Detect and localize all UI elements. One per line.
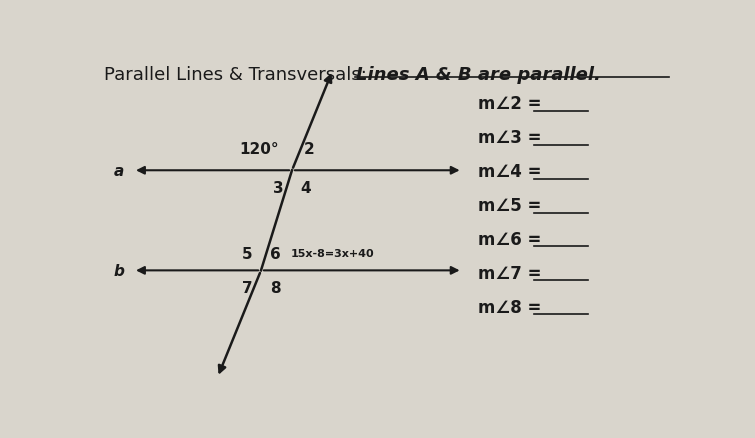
Text: 120°: 120°: [239, 142, 279, 157]
Text: m∠7 =: m∠7 =: [478, 264, 547, 282]
Text: 6: 6: [270, 246, 280, 261]
Text: 5: 5: [242, 246, 252, 261]
Text: m∠8 =: m∠8 =: [478, 298, 547, 316]
Text: a: a: [114, 163, 125, 178]
Text: Parallel Lines & Transversals:: Parallel Lines & Transversals:: [103, 66, 372, 84]
Text: 3: 3: [273, 180, 283, 195]
Text: m∠3 =: m∠3 =: [478, 129, 547, 147]
Text: 8: 8: [270, 280, 280, 295]
Text: 15x-8=3x+40: 15x-8=3x+40: [291, 249, 374, 259]
Text: Lines A & B are parallel.: Lines A & B are parallel.: [356, 66, 601, 84]
Text: 7: 7: [242, 280, 252, 295]
Text: b: b: [114, 263, 125, 278]
Text: 2: 2: [304, 142, 314, 157]
Text: m∠4 =: m∠4 =: [478, 162, 547, 180]
Text: m∠2 =: m∠2 =: [478, 95, 547, 113]
Text: 4: 4: [300, 180, 311, 195]
Text: m∠5 =: m∠5 =: [478, 197, 547, 215]
Text: m∠6 =: m∠6 =: [478, 230, 547, 248]
